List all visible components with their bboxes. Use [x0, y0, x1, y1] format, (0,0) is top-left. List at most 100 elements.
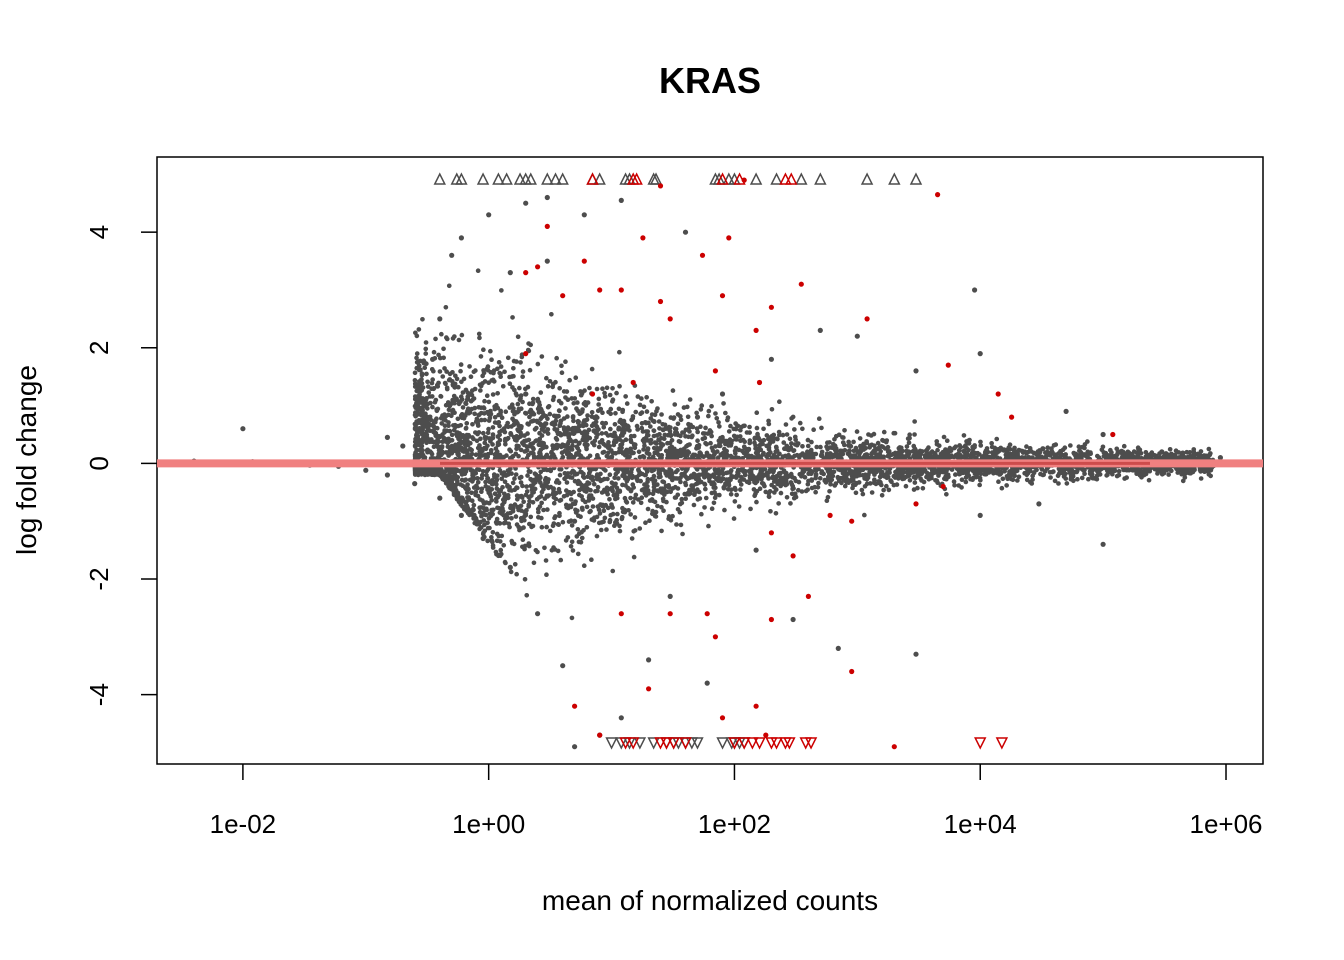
significant-point [849, 668, 855, 675]
data-point [618, 197, 624, 203]
outlier-down-marker [804, 737, 818, 750]
y-axis: -4 -2 0 2 4 [84, 225, 157, 706]
data-point [507, 270, 513, 276]
outlier-down-marker [667, 737, 680, 750]
significant-point [589, 391, 596, 397]
outlier-up-marker [586, 172, 599, 185]
data-point [240, 426, 246, 432]
outlier-up-marker [492, 172, 505, 185]
significant-point [940, 483, 946, 490]
outlier-down-marker [728, 737, 741, 750]
significant-point [995, 391, 1001, 397]
y-tick-label: 2 [84, 341, 114, 355]
x-tick-label: 1e+02 [698, 809, 771, 839]
significant-point [891, 744, 897, 750]
outlier-down-marker [679, 737, 692, 750]
y-tick-label: -2 [84, 567, 114, 590]
data-point [412, 481, 418, 487]
outlier-up-marker [733, 172, 746, 185]
significant-point [768, 616, 775, 623]
outlier-down-marker [716, 737, 729, 750]
outlier-up-marker [716, 172, 729, 185]
data-point [854, 333, 860, 339]
outlier-down-marker [753, 737, 766, 750]
data-point [1137, 472, 1143, 478]
significant-point [630, 379, 636, 386]
outlier-down-marker [691, 737, 704, 750]
data-point [1159, 449, 1165, 455]
data-point [523, 391, 529, 397]
outlier-up-marker [549, 172, 562, 185]
significant-point [756, 379, 763, 386]
significant-point [699, 252, 706, 258]
data-point [458, 235, 464, 241]
x-tick-label: 1e+06 [1189, 809, 1262, 839]
outlier-down-marker [995, 737, 1009, 750]
data-point [1217, 455, 1223, 461]
outlier-up-marker [593, 172, 606, 185]
significant-point [864, 316, 870, 322]
data-point [790, 616, 796, 623]
significant-point [753, 327, 759, 333]
outlier-up-marker [814, 172, 827, 185]
data-point [384, 472, 390, 478]
outlier-up-marker [749, 172, 763, 185]
outlier-down-marker [660, 737, 673, 750]
outlier-up-marker [860, 172, 874, 185]
data-point [753, 547, 759, 553]
outlier-up-marker [455, 172, 468, 185]
x-tick-label: 1e+00 [452, 809, 525, 839]
significant-point [544, 223, 550, 229]
outlier-up-marker [524, 172, 537, 185]
data-point [544, 258, 550, 264]
significant-point [726, 235, 732, 241]
outlier-up-marker [433, 172, 446, 185]
point-density-layer [412, 268, 1217, 621]
point-cloud [412, 268, 1217, 621]
outlier-up-marker [630, 172, 643, 185]
significant-point [704, 611, 710, 617]
outlier-up-marker [785, 172, 798, 185]
y-tick-label: -4 [84, 683, 114, 706]
data-point [449, 252, 455, 258]
data-point [1100, 431, 1106, 438]
significant-point [640, 235, 646, 241]
y-tick-label: 4 [84, 225, 114, 239]
significant-point [618, 287, 624, 293]
data-point [523, 200, 529, 206]
significant-point [719, 715, 726, 721]
data-point [977, 512, 983, 519]
x-axis: 1e-02 1e+00 1e+02 1e+04 1e+06 [210, 764, 1263, 839]
significant-point [597, 287, 603, 293]
data-point [421, 414, 427, 420]
significant-point [768, 530, 775, 536]
data-point [507, 564, 513, 571]
data-point [667, 593, 673, 600]
outlier-down-marker [737, 737, 751, 750]
significant-point [712, 634, 719, 640]
significant-point [657, 183, 664, 189]
significant-point [581, 258, 587, 264]
x-tick-label: 1e+04 [944, 809, 1017, 839]
data-point [646, 657, 652, 663]
outlier-up-marker [541, 172, 554, 185]
significant-point [560, 293, 566, 299]
significant-point [1009, 414, 1015, 420]
significant-point [719, 293, 726, 299]
data-point [768, 356, 775, 362]
significant-point [763, 732, 769, 738]
outlier-up-marker [500, 172, 513, 185]
significant-point [657, 298, 664, 305]
outlier-up-marker [556, 172, 569, 185]
significant-point [572, 703, 578, 709]
data-point [694, 414, 701, 420]
significant-point [618, 611, 624, 617]
data-point [1100, 541, 1106, 547]
chart-title: KRAS [659, 60, 761, 101]
significant-point [945, 362, 951, 368]
outlier-up-marker [649, 172, 663, 185]
data-point [363, 467, 369, 473]
outlier-down-marker [654, 737, 667, 750]
data-point [977, 351, 983, 357]
outlier-down-marker [974, 737, 987, 750]
